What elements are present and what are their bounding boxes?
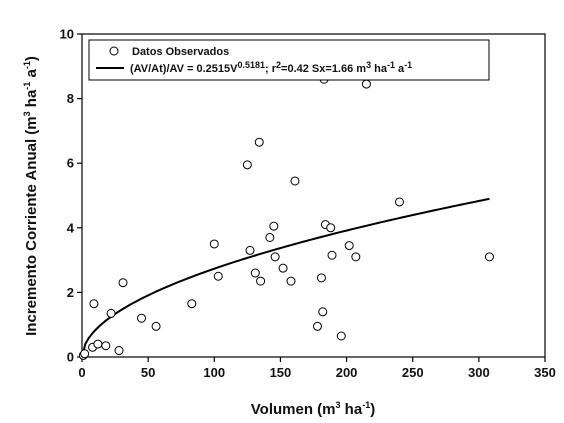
scatter-point — [337, 332, 345, 340]
scatter-point — [319, 308, 327, 316]
scatter-point — [287, 277, 295, 285]
x-tick-label: 200 — [336, 365, 358, 380]
plot-frame — [82, 34, 545, 357]
y-tick-label: 6 — [67, 156, 74, 171]
y-tick-label: 8 — [67, 91, 74, 106]
scatter-point — [81, 350, 89, 358]
scatter-point — [243, 161, 251, 169]
x-tick-label: 300 — [468, 365, 490, 380]
y-tick-label: 4 — [67, 220, 75, 235]
legend: Datos Observados (AV/At)/AV = 0.2515V0.5… — [89, 40, 489, 80]
scatter-point — [327, 224, 335, 232]
x-axis-ticks: 0 50 100 150 200 250 300 350 — [78, 357, 555, 380]
scatter-point — [271, 253, 279, 261]
scatter-point — [94, 340, 102, 348]
legend-scatter-label: Datos Observados — [132, 46, 229, 58]
x-tick-label: 0 — [78, 365, 85, 380]
x-tick-label: 250 — [402, 365, 424, 380]
scatter-point — [251, 269, 259, 277]
scatter-point — [352, 253, 360, 261]
scatter-point — [345, 242, 353, 250]
scatter-point — [115, 347, 123, 355]
y-axis-title: Incremento Corriente Anual (m3 ha-1 a-1) — [22, 56, 40, 336]
scatter-point — [152, 322, 160, 330]
y-axis-ticks: 0 2 4 6 8 10 — [60, 27, 82, 365]
x-tick-label: 150 — [270, 365, 292, 380]
scatter-point — [102, 342, 110, 350]
scatter-point — [313, 322, 321, 330]
scatter-point — [90, 300, 98, 308]
y-tick-label: 2 — [67, 285, 74, 300]
scatter-point — [257, 277, 265, 285]
legend-marker-circle — [110, 47, 118, 55]
x-tick-label: 100 — [203, 365, 225, 380]
scatter-point — [395, 198, 403, 206]
scatter-point — [266, 233, 274, 241]
scatter-point — [328, 251, 336, 259]
x-tick-label: 350 — [534, 365, 556, 380]
scatter-point — [317, 274, 325, 282]
y-tick-label: 0 — [67, 350, 74, 365]
x-axis-title: Volumen (m3 ha-1) — [251, 400, 375, 418]
scatter-point — [119, 279, 127, 287]
scatter-point — [214, 272, 222, 280]
scatter-points — [79, 75, 493, 359]
y-tick-label: 10 — [60, 27, 74, 42]
scatter-point — [210, 240, 218, 248]
scatter-point — [107, 309, 115, 317]
scatter-point — [279, 264, 287, 272]
fit-curve-layer — [82, 199, 489, 357]
scatter-point — [246, 246, 254, 254]
scatter-point — [138, 314, 146, 322]
scatter-point — [270, 222, 278, 230]
scatter-point — [485, 253, 493, 261]
scatter-point — [291, 177, 299, 185]
scatter-point — [255, 138, 263, 146]
scatter-point — [362, 80, 370, 88]
x-tick-label: 50 — [141, 365, 155, 380]
scatter-point — [188, 300, 196, 308]
fit-curve — [82, 199, 489, 357]
